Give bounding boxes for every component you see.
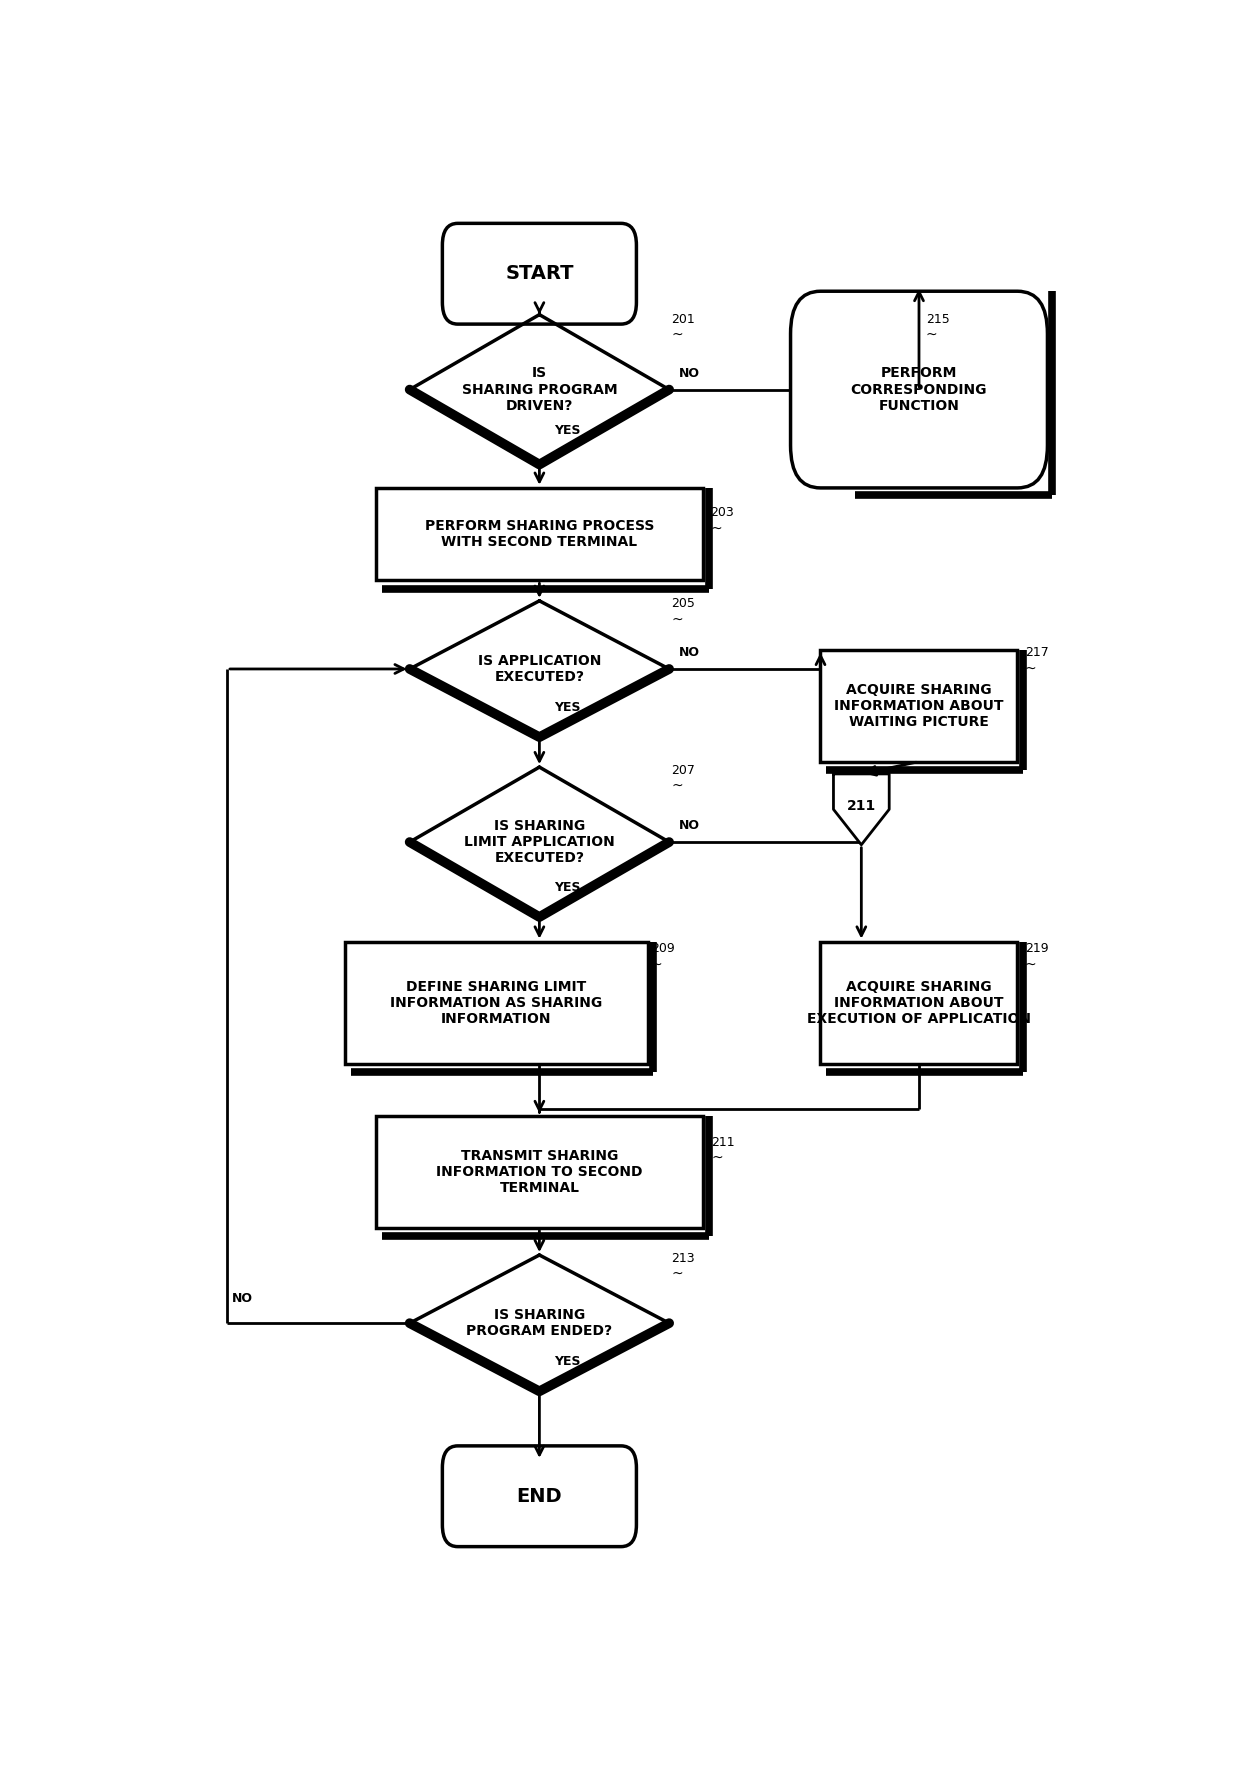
Bar — [376, 1117, 703, 1228]
Text: YES: YES — [554, 880, 580, 894]
Text: DEFINE SHARING LIMIT
INFORMATION AS SHARING
INFORMATION: DEFINE SHARING LIMIT INFORMATION AS SHAR… — [391, 979, 603, 1027]
Text: 211: 211 — [712, 1136, 735, 1149]
Bar — [345, 942, 647, 1064]
Text: ~: ~ — [671, 779, 683, 793]
Text: ~: ~ — [711, 522, 722, 535]
FancyBboxPatch shape — [443, 1446, 636, 1547]
Text: 217: 217 — [1024, 646, 1049, 660]
Text: ~: ~ — [712, 1150, 723, 1165]
Text: ~: ~ — [651, 958, 662, 972]
Text: YES: YES — [554, 701, 580, 713]
Text: PERFORM SHARING PROCESS
WITH SECOND TERMINAL: PERFORM SHARING PROCESS WITH SECOND TERM… — [425, 519, 653, 549]
Bar — [821, 650, 1018, 761]
Text: ~: ~ — [671, 1267, 683, 1281]
Text: ACQUIRE SHARING
INFORMATION ABOUT
EXECUTION OF APPLICATION: ACQUIRE SHARING INFORMATION ABOUT EXECUT… — [807, 979, 1030, 1027]
Text: 201: 201 — [671, 313, 694, 326]
Text: TRANSMIT SHARING
INFORMATION TO SECOND
TERMINAL: TRANSMIT SHARING INFORMATION TO SECOND T… — [436, 1149, 642, 1195]
Text: YES: YES — [554, 425, 580, 437]
Text: 219: 219 — [1024, 942, 1048, 956]
Text: NO: NO — [678, 366, 699, 381]
Text: ACQUIRE SHARING
INFORMATION ABOUT
WAITING PICTURE: ACQUIRE SHARING INFORMATION ABOUT WAITIN… — [835, 683, 1003, 729]
Text: NO: NO — [678, 646, 699, 658]
Text: ~: ~ — [1024, 958, 1037, 972]
Text: 207: 207 — [671, 763, 694, 777]
Text: IS APPLICATION
EXECUTED?: IS APPLICATION EXECUTED? — [477, 653, 601, 683]
Text: ~: ~ — [926, 327, 937, 342]
Text: IS SHARING
PROGRAM ENDED?: IS SHARING PROGRAM ENDED? — [466, 1308, 613, 1338]
Polygon shape — [833, 773, 889, 844]
Text: 211: 211 — [847, 798, 875, 812]
Text: ~: ~ — [671, 612, 683, 627]
Text: PERFORM
CORRESPONDING
FUNCTION: PERFORM CORRESPONDING FUNCTION — [851, 366, 987, 412]
Text: NO: NO — [678, 820, 699, 832]
Text: NO: NO — [232, 1292, 253, 1304]
Text: START: START — [505, 264, 574, 283]
FancyBboxPatch shape — [443, 223, 636, 324]
FancyBboxPatch shape — [791, 292, 1048, 489]
Text: 203: 203 — [711, 506, 734, 519]
Text: END: END — [517, 1487, 562, 1506]
Text: ~: ~ — [671, 327, 683, 342]
Text: 209: 209 — [651, 942, 675, 956]
Text: IS SHARING
LIMIT APPLICATION
EXECUTED?: IS SHARING LIMIT APPLICATION EXECUTED? — [464, 820, 615, 866]
Text: IS
SHARING PROGRAM
DRIVEN?: IS SHARING PROGRAM DRIVEN? — [461, 366, 618, 412]
Bar — [821, 942, 1018, 1064]
Text: 205: 205 — [671, 596, 694, 611]
Text: YES: YES — [554, 1354, 580, 1368]
Bar — [376, 489, 703, 581]
Text: 213: 213 — [671, 1251, 694, 1264]
Text: ~: ~ — [1024, 662, 1037, 676]
Text: 215: 215 — [926, 313, 950, 326]
